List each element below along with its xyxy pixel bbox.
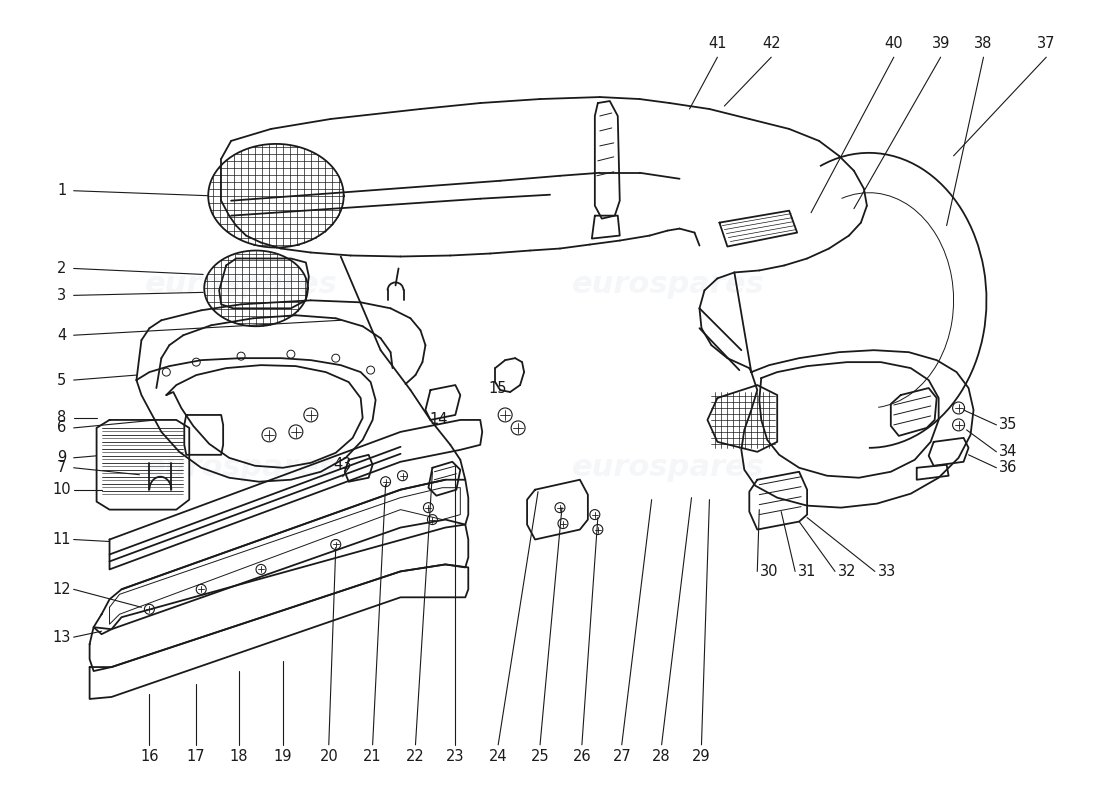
Text: 28: 28 [652, 750, 671, 764]
Text: 6: 6 [57, 421, 66, 435]
Text: 1: 1 [57, 183, 66, 198]
Text: 29: 29 [692, 750, 711, 764]
Text: 39: 39 [932, 36, 949, 50]
Text: eurospares: eurospares [572, 270, 764, 299]
Text: 14: 14 [429, 413, 448, 427]
Text: 26: 26 [573, 750, 591, 764]
Text: eurospares: eurospares [144, 454, 338, 482]
Text: eurospares: eurospares [572, 454, 764, 482]
Text: 27: 27 [613, 750, 631, 764]
Text: 15: 15 [488, 381, 507, 395]
Text: 36: 36 [999, 460, 1018, 475]
Text: 35: 35 [999, 418, 1018, 433]
Text: 3: 3 [57, 288, 66, 303]
Text: 41: 41 [708, 36, 727, 50]
Text: 18: 18 [230, 750, 249, 764]
Text: 13: 13 [53, 630, 70, 645]
Text: 23: 23 [447, 750, 464, 764]
Text: 4: 4 [57, 328, 66, 342]
Text: 30: 30 [760, 564, 779, 579]
Text: 19: 19 [274, 750, 293, 764]
Text: 10: 10 [53, 482, 72, 497]
Text: 9: 9 [57, 450, 66, 466]
Text: 25: 25 [530, 750, 549, 764]
Text: 17: 17 [187, 750, 206, 764]
Text: eurospares: eurospares [144, 270, 338, 299]
Text: 12: 12 [53, 582, 72, 597]
Text: 32: 32 [838, 564, 856, 579]
Text: 16: 16 [140, 750, 158, 764]
Text: 40: 40 [884, 36, 903, 50]
Text: 42: 42 [762, 36, 781, 50]
Text: 43: 43 [333, 458, 352, 472]
Text: 11: 11 [53, 532, 72, 547]
Text: 20: 20 [319, 750, 338, 764]
Text: 7: 7 [57, 460, 66, 475]
Text: 38: 38 [975, 36, 992, 50]
Text: 37: 37 [1037, 36, 1056, 50]
Text: 31: 31 [798, 564, 816, 579]
Text: 33: 33 [878, 564, 896, 579]
Text: 34: 34 [999, 444, 1018, 459]
Text: 5: 5 [57, 373, 66, 387]
Text: 24: 24 [488, 750, 507, 764]
Text: 2: 2 [57, 261, 66, 276]
Text: 21: 21 [363, 750, 382, 764]
Text: 22: 22 [406, 750, 425, 764]
Text: 8: 8 [57, 410, 66, 426]
